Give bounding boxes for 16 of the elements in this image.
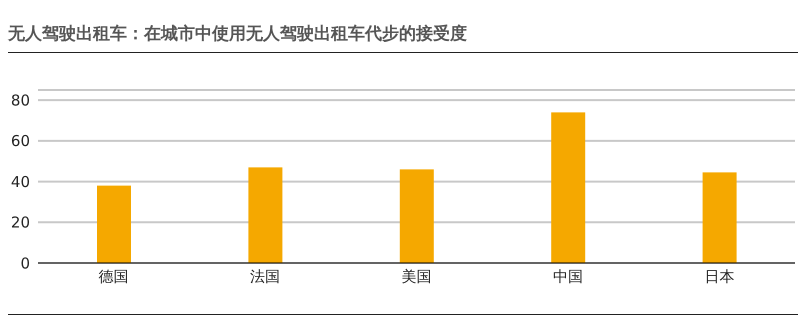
y-tick-label: 0 — [20, 254, 30, 272]
bar — [248, 167, 282, 263]
bar — [702, 172, 737, 263]
y-tick-label: 20 — [10, 214, 30, 232]
x-tick-label: 法国 — [250, 268, 280, 286]
x-tick-label: 中国 — [552, 268, 583, 286]
x-tick-label: 德国 — [98, 268, 129, 286]
y-tick-label: 60 — [10, 132, 30, 150]
y-tick-label: 40 — [10, 172, 30, 191]
bar — [97, 186, 131, 263]
bar — [551, 112, 586, 263]
bar — [400, 169, 434, 263]
x-tick-label: 美国 — [402, 268, 432, 286]
chart-title: 无人驾驶出租车：在城市中使用无人驾驶出租车代步的接受度 — [8, 20, 798, 53]
y-tick-label: 80 — [10, 92, 30, 110]
x-tick-label: 日本 — [704, 268, 734, 286]
